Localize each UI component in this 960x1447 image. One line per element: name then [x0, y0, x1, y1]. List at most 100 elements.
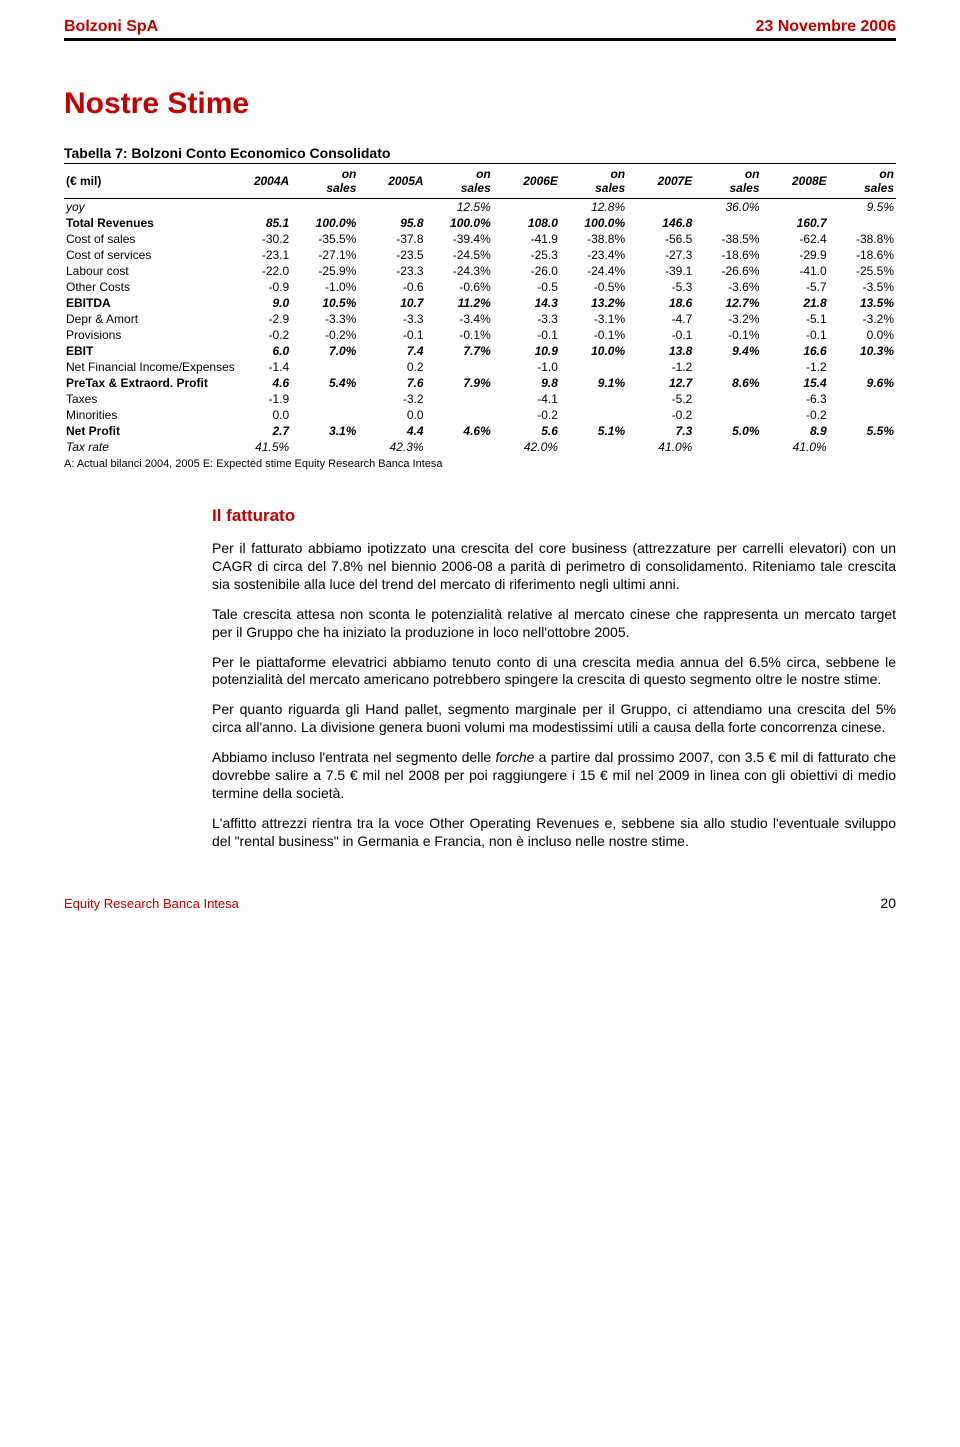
body-paragraph: L'affitto attrezzi rientra tra la voce O…: [212, 815, 896, 851]
cell: 108.0: [493, 215, 560, 231]
section-heading: Il fatturato: [212, 506, 896, 526]
table-row: Other Costs-0.9-1.0%-0.6-0.6%-0.5-0.5%-5…: [64, 279, 896, 295]
cell: [694, 215, 761, 231]
cell: 10.5%: [291, 295, 358, 311]
cell: 5.0%: [694, 423, 761, 439]
cell: 16.6: [762, 343, 829, 359]
cell: -24.5%: [426, 247, 493, 263]
row-label: yoy: [64, 199, 224, 216]
row-label: Net Profit: [64, 423, 224, 439]
cell: -35.5%: [291, 231, 358, 247]
cell: 41.0%: [762, 439, 829, 455]
cell: -0.2: [493, 407, 560, 423]
cell: -22.0: [224, 263, 291, 279]
row-label: Cost of sales: [64, 231, 224, 247]
cell: -0.2%: [291, 327, 358, 343]
cell: -0.5%: [560, 279, 627, 295]
cell: -18.6%: [694, 247, 761, 263]
cell: 10.3%: [829, 343, 896, 359]
cell: 0.0: [224, 407, 291, 423]
cell: [291, 199, 358, 216]
cell: -2.9: [224, 311, 291, 327]
cell: 36.0%: [694, 199, 761, 216]
body-paragraph: Tale crescita attesa non sconta le poten…: [212, 606, 896, 642]
table-col-header: (€ mil): [64, 164, 224, 199]
cell: [829, 391, 896, 407]
row-label: Net Financial Income/Expenses: [64, 359, 224, 375]
cell: 8.6%: [694, 375, 761, 391]
cell: [829, 407, 896, 423]
cell: 6.0: [224, 343, 291, 359]
cell: [426, 407, 493, 423]
cell: 41.0%: [627, 439, 694, 455]
row-label: EBIT: [64, 343, 224, 359]
footer-left: Equity Research Banca Intesa: [64, 896, 239, 911]
cell: 160.7: [762, 215, 829, 231]
cell: -1.0: [493, 359, 560, 375]
financial-table: (€ mil)2004Aonsales2005Aonsales2006Eonsa…: [64, 163, 896, 455]
table-row: Labour cost-22.0-25.9%-23.3-24.3%-26.0-2…: [64, 263, 896, 279]
table-row: Provisions-0.2-0.2%-0.1-0.1%-0.1-0.1%-0.…: [64, 327, 896, 343]
table-caption: Tabella 7: Bolzoni Conto Economico Conso…: [64, 145, 896, 161]
page-title: Nostre Stime: [64, 87, 896, 121]
cell: -62.4: [762, 231, 829, 247]
cell: -38.5%: [694, 231, 761, 247]
table-col-header: 2008E: [762, 164, 829, 199]
table-row: Tax rate41.5%42.3%42.0%41.0%41.0%: [64, 439, 896, 455]
body-paragraph: Abbiamo incluso l'entrata nel segmento d…: [212, 749, 896, 803]
cell: 4.6%: [426, 423, 493, 439]
cell: -3.2%: [829, 311, 896, 327]
body-paragraph: Per le piattaforme elevatrici abbiamo te…: [212, 654, 896, 690]
cell: 0.0%: [829, 327, 896, 343]
cell: [426, 391, 493, 407]
cell: 85.1: [224, 215, 291, 231]
cell: -25.5%: [829, 263, 896, 279]
table-row: Net Financial Income/Expenses-1.40.2-1.0…: [64, 359, 896, 375]
cell: -25.9%: [291, 263, 358, 279]
table-row: Minorities0.00.0-0.2-0.2-0.2: [64, 407, 896, 423]
cell: -3.4%: [426, 311, 493, 327]
cell: 41.5%: [224, 439, 291, 455]
cell: 7.0%: [291, 343, 358, 359]
cell: 5.5%: [829, 423, 896, 439]
cell: 10.9: [493, 343, 560, 359]
cell: 4.4: [358, 423, 425, 439]
cell: -24.3%: [426, 263, 493, 279]
table-col-header: onsales: [829, 164, 896, 199]
cell: [426, 359, 493, 375]
row-label: EBITDA: [64, 295, 224, 311]
table-row: Net Profit2.73.1%4.44.6%5.65.1%7.35.0%8.…: [64, 423, 896, 439]
cell: 7.4: [358, 343, 425, 359]
table-row: Depr & Amort-2.9-3.3%-3.3-3.4%-3.3-3.1%-…: [64, 311, 896, 327]
cell: [224, 199, 291, 216]
cell: 8.9: [762, 423, 829, 439]
cell: 5.4%: [291, 375, 358, 391]
header-company: Bolzoni SpA: [64, 18, 158, 36]
cell: [560, 359, 627, 375]
cell: 7.6: [358, 375, 425, 391]
cell: [291, 407, 358, 423]
table-row: EBITDA9.010.5%10.711.2%14.313.2%18.612.7…: [64, 295, 896, 311]
row-label: Other Costs: [64, 279, 224, 295]
cell: -25.3: [493, 247, 560, 263]
cell: 42.3%: [358, 439, 425, 455]
cell: [560, 439, 627, 455]
table-row: Taxes-1.9-3.2-4.1-5.2-6.3: [64, 391, 896, 407]
cell: 21.8: [762, 295, 829, 311]
cell: 2.7: [224, 423, 291, 439]
page-footer: Equity Research Banca Intesa 20: [64, 895, 896, 911]
cell: -0.1%: [426, 327, 493, 343]
cell: -5.3: [627, 279, 694, 295]
cell: 5.6: [493, 423, 560, 439]
cell: -30.2: [224, 231, 291, 247]
cell: -0.6: [358, 279, 425, 295]
cell: -3.5%: [829, 279, 896, 295]
cell: 13.5%: [829, 295, 896, 311]
cell: 3.1%: [291, 423, 358, 439]
row-label: Labour cost: [64, 263, 224, 279]
cell: 9.4%: [694, 343, 761, 359]
cell: 12.7%: [694, 295, 761, 311]
cell: 12.7: [627, 375, 694, 391]
cell: 9.1%: [560, 375, 627, 391]
cell: -3.2%: [694, 311, 761, 327]
